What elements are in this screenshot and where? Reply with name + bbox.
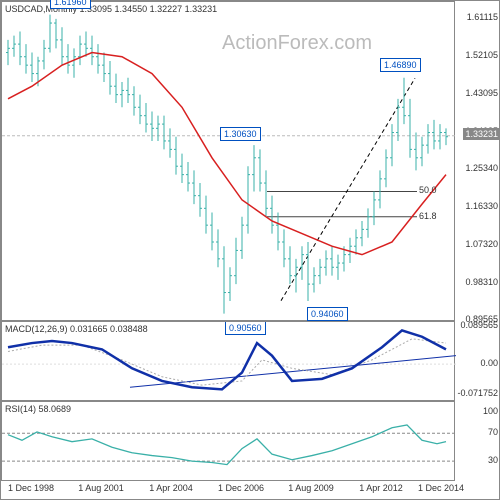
xtick-label: 1 Dec 2014 (418, 483, 464, 493)
macd-yaxis: 0.0895650.00-0.071752 (455, 321, 500, 401)
xtick-label: 1 Dec 2006 (218, 483, 264, 493)
rsi-title: RSI(14) 58.0689 (5, 404, 71, 414)
macd-panel[interactable]: MACD(12,26,9) 0.031665 0.038488 (1, 321, 455, 401)
current-price-box: 1.33231 (463, 128, 500, 140)
price-marker: 1.46890 (380, 58, 421, 72)
price-marker: 0.94060 (307, 307, 348, 321)
x-axis: 1 Dec 1998 1 Aug 2001 1 Apr 2004 1 Dec 2006… (1, 481, 455, 499)
price-marker: 1.61960 (50, 0, 91, 9)
fib-label: 50.0 (419, 185, 437, 195)
fib-label: 61.8 (419, 211, 437, 221)
xtick-label: 1 Apr 2012 (359, 483, 403, 493)
price-title: USDCAD,Monthly 1.33095 1.34550 1.32227 1… (5, 4, 217, 14)
xtick-label: 1 Aug 2001 (78, 483, 124, 493)
price-panel[interactable]: USDCAD,Monthly 1.33095 1.34550 1.32227 1… (1, 1, 455, 321)
xtick-label: 1 Dec 1998 (8, 483, 54, 493)
xtick-label: 1 Apr 2004 (149, 483, 193, 493)
chart-container: USDCAD,Monthly 1.33095 1.34550 1.32227 1… (0, 0, 500, 500)
xtick-label: 1 Aug 2009 (288, 483, 334, 493)
price-marker: 1.30630 (220, 127, 261, 141)
macd-title: MACD(12,26,9) 0.031665 0.038488 (5, 324, 148, 334)
price-yaxis: 1.611151.521051.430951.340851.253401.163… (455, 1, 500, 321)
rsi-panel[interactable]: RSI(14) 58.0689 (1, 401, 455, 481)
watermark: ActionForex.com (222, 32, 372, 55)
rsi-yaxis: 1007030 (455, 401, 500, 481)
